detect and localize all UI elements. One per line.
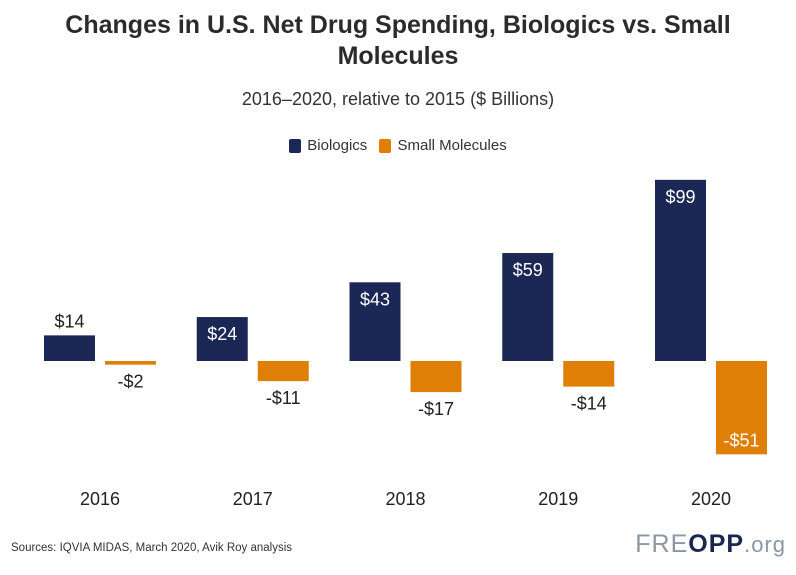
bar-biologics-2020 [655,179,706,361]
data-label-biologics-2020: $99 [665,187,695,207]
bar-biologics-2016 [44,335,95,361]
chart-subtitle: 2016–2020, relative to 2015 ($ Billions) [241,89,555,109]
bar-biologics-2019 [502,253,554,361]
x-tick-label-2020: 2020 [691,489,731,509]
bar-small-molecules-2018 [410,361,462,393]
logo-text-mid: OPP [688,530,745,558]
data-label-small-molecules-2018: -$17 [418,399,454,419]
x-tick-label-2018: 2018 [385,489,425,509]
legend-swatch-small-molecules [379,138,392,153]
bar-small-molecules-2020 [716,361,767,455]
x-tick-label-2019: 2019 [538,489,578,509]
bar-biologics-2017 [196,317,248,361]
data-label-small-molecules-2016: -$2 [117,372,143,392]
legend: Biologics Small Molecules [0,137,796,157]
data-label-small-molecules-2020: -$51 [723,430,759,450]
data-label-biologics-2016: $14 [54,311,84,331]
bar-small-molecules-2019 [563,361,615,387]
data-label-biologics-2019: $59 [513,260,543,280]
data-label-small-molecules-2019: -$14 [571,394,607,414]
data-label-biologics-2018: $43 [360,289,390,309]
data-label-small-molecules-2017: -$11 [266,388,301,408]
source-note: Sources: IQVIA MIDAS, March 2020, Avik R… [11,542,293,554]
legend-item-biologics: Biologics [289,137,367,154]
x-tick-label-2016: 2016 [80,489,120,509]
legend-item-small-molecules: Small Molecules [379,137,507,154]
bar-small-molecules-2016 [105,361,156,365]
data-label-biologics-2017: $24 [207,324,237,344]
bar-small-molecules-2017 [257,361,309,382]
legend-swatch-biologics [289,138,302,153]
bar-biologics-2018 [349,282,401,361]
logo-text-left: FRE [635,530,689,558]
x-tick-label-2017: 2017 [233,489,273,509]
logo-text-right: .org [744,532,786,557]
legend-label-small-molecules: Small Molecules [397,137,507,154]
legend-label-biologics: Biologics [307,137,368,154]
chart-title: Changes in U.S. Net Drug Spending, Biolo… [65,11,731,70]
freeopp-logo: FREOPP.org [635,530,786,559]
